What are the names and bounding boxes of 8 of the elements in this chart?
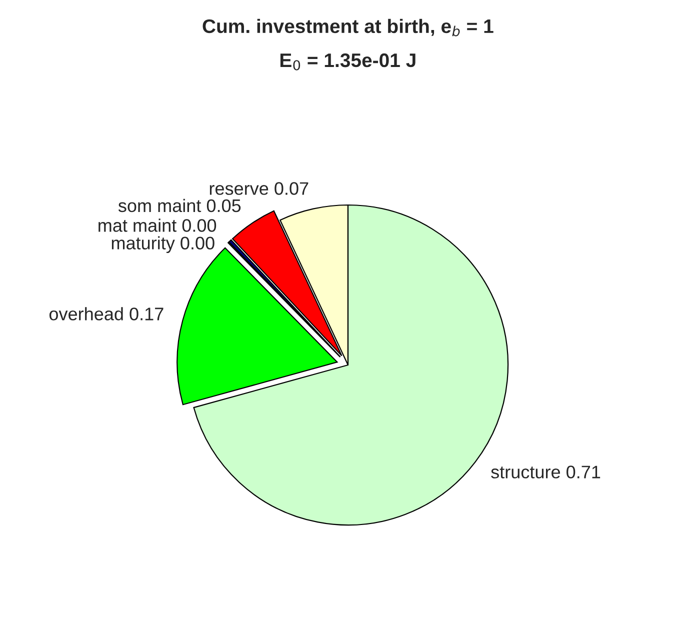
slice-label: structure 0.71 [491,466,600,478]
slice-label: mat maint 0.00 [98,218,216,232]
slice-label: maturity 0.00 [112,236,214,254]
slice-label: som maint 0.05 [118,198,241,212]
slice-label: overhead 0.17 [49,307,164,320]
slice-label: reserve 0.07 [210,182,308,195]
chart-title: Cum. investment at birth, e$_{b}$ = 1 [202,18,494,36]
chart-subtitle: E$_{0}$ = 1.35e-01 J [280,53,416,70]
